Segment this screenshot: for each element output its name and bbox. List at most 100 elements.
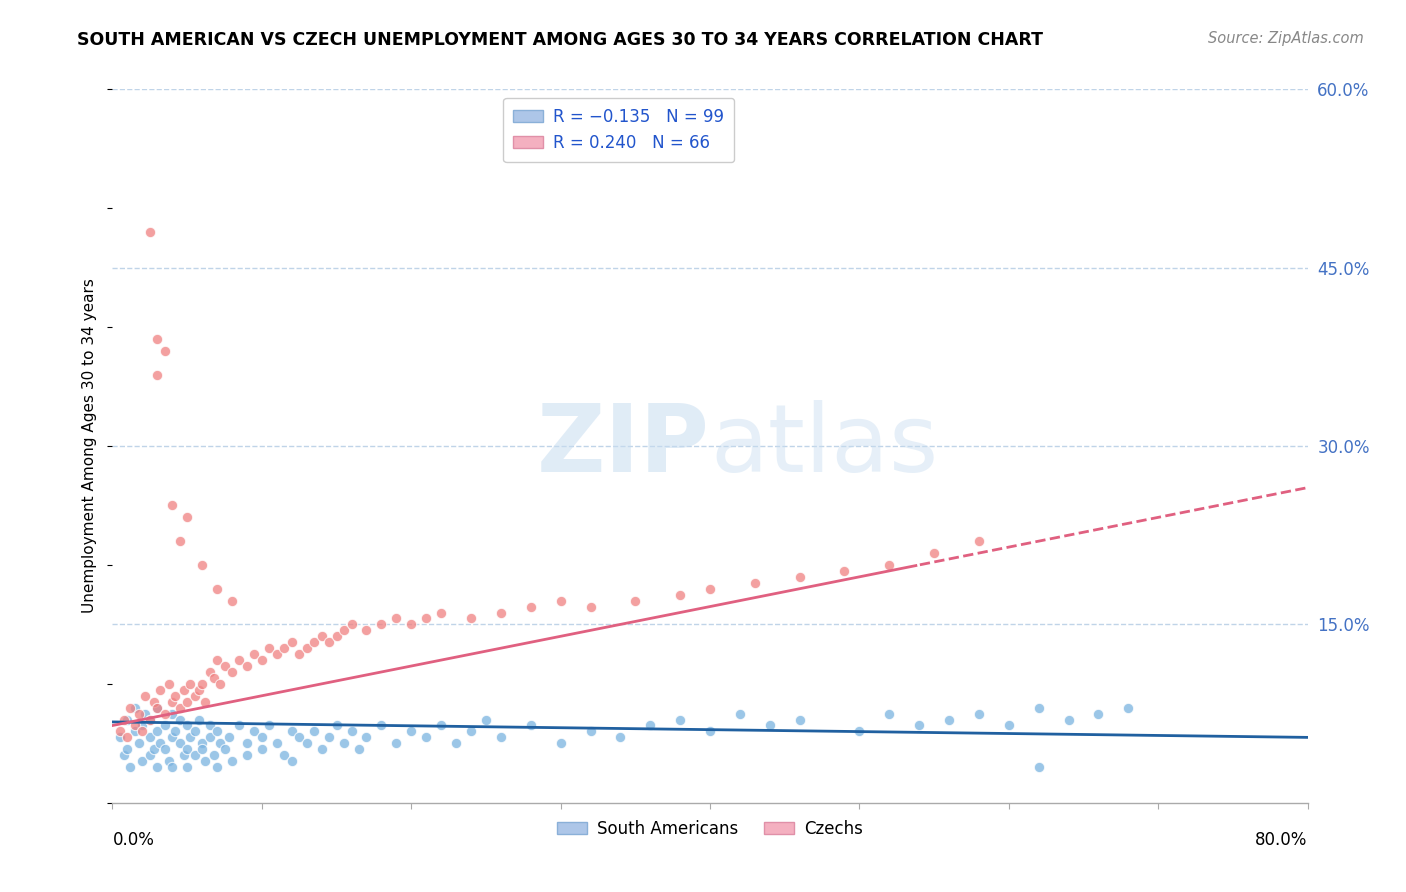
- Point: [131, 724, 153, 739]
- Text: 0.0%: 0.0%: [112, 831, 155, 849]
- Point: [728, 706, 751, 721]
- Point: [415, 611, 437, 625]
- Point: [520, 718, 543, 732]
- Point: [356, 624, 378, 638]
- Point: [259, 718, 281, 732]
- Point: [550, 593, 572, 607]
- Point: [176, 718, 198, 732]
- Point: [179, 731, 201, 745]
- Point: [124, 718, 146, 732]
- Point: [139, 731, 162, 745]
- Point: [191, 677, 214, 691]
- Point: [146, 760, 169, 774]
- Point: [967, 706, 990, 721]
- Point: [153, 706, 176, 721]
- Point: [259, 641, 281, 656]
- Point: [139, 713, 162, 727]
- Point: [273, 748, 295, 763]
- Point: [236, 659, 259, 673]
- Point: [281, 754, 304, 768]
- Point: [266, 647, 288, 661]
- Point: [139, 225, 162, 239]
- Point: [114, 748, 135, 763]
- Point: [205, 724, 228, 739]
- Point: [311, 629, 333, 643]
- Point: [188, 713, 211, 727]
- Point: [288, 647, 311, 661]
- Point: [281, 724, 304, 739]
- Point: [117, 742, 139, 756]
- Point: [998, 718, 1021, 732]
- Point: [149, 682, 172, 697]
- Point: [401, 724, 423, 739]
- Point: [183, 689, 205, 703]
- Point: [311, 742, 333, 756]
- Point: [295, 736, 318, 750]
- Point: [165, 689, 187, 703]
- Point: [162, 706, 183, 721]
- Point: [191, 742, 214, 756]
- Point: [146, 368, 169, 382]
- Point: [218, 731, 240, 745]
- Point: [444, 736, 467, 750]
- Point: [157, 754, 180, 768]
- Point: [640, 718, 662, 732]
- Point: [744, 575, 766, 590]
- Point: [114, 713, 135, 727]
- Point: [120, 700, 142, 714]
- Point: [489, 606, 512, 620]
- Point: [198, 718, 221, 732]
- Point: [460, 611, 482, 625]
- Point: [165, 724, 187, 739]
- Point: [250, 742, 273, 756]
- Point: [236, 736, 259, 750]
- Point: [198, 731, 221, 745]
- Point: [153, 718, 176, 732]
- Point: [333, 736, 356, 750]
- Point: [176, 760, 198, 774]
- Point: [789, 713, 811, 727]
- Point: [340, 617, 363, 632]
- Point: [205, 653, 228, 667]
- Point: [117, 731, 139, 745]
- Point: [191, 558, 214, 572]
- Point: [162, 499, 183, 513]
- Point: [143, 695, 166, 709]
- Point: [550, 736, 572, 750]
- Point: [134, 706, 156, 721]
- Point: [179, 677, 201, 691]
- Point: [489, 731, 512, 745]
- Point: [194, 695, 217, 709]
- Point: [967, 534, 990, 549]
- Point: [198, 665, 221, 679]
- Point: [157, 677, 180, 691]
- Point: [879, 558, 901, 572]
- Point: [370, 617, 392, 632]
- Point: [214, 742, 236, 756]
- Point: [221, 665, 243, 679]
- Point: [183, 748, 205, 763]
- Point: [318, 635, 340, 649]
- Point: [183, 724, 205, 739]
- Point: [669, 588, 692, 602]
- Point: [699, 582, 721, 596]
- Point: [318, 731, 340, 745]
- Point: [162, 695, 183, 709]
- Point: [205, 582, 228, 596]
- Point: [176, 742, 198, 756]
- Point: [624, 593, 647, 607]
- Point: [146, 700, 169, 714]
- Point: [117, 713, 139, 727]
- Point: [759, 718, 782, 732]
- Point: [139, 713, 162, 727]
- Text: Source: ZipAtlas.com: Source: ZipAtlas.com: [1208, 31, 1364, 46]
- Point: [250, 731, 273, 745]
- Point: [131, 754, 153, 768]
- Point: [131, 718, 153, 732]
- Point: [1057, 713, 1080, 727]
- Point: [609, 731, 631, 745]
- Point: [209, 677, 232, 691]
- Point: [194, 754, 217, 768]
- Point: [169, 713, 191, 727]
- Point: [188, 682, 211, 697]
